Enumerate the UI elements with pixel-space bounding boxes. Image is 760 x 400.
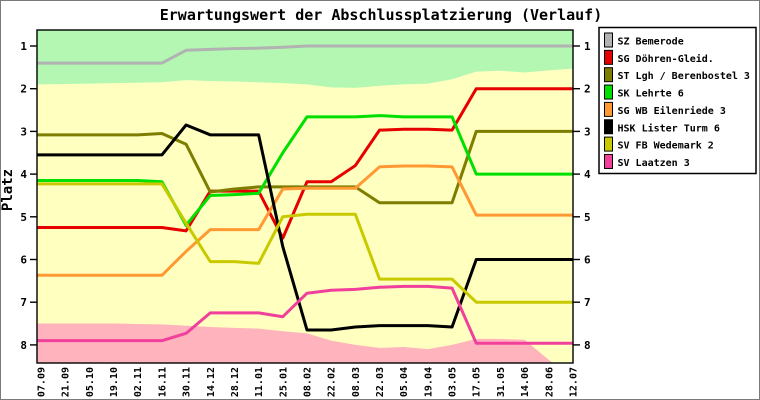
y-tick-label-right: 6	[584, 254, 591, 267]
y-tick-label-left: 4	[20, 168, 27, 181]
legend-item: SZ Bemerode	[604, 32, 684, 48]
x-axis-tick-labels: 07.09 21.09 05.10 19.10 02.11 16.11 30.11 14.12…	[37, 367, 580, 397]
relegation-zone-area	[37, 323, 573, 363]
y-tick-label-right: 1	[584, 40, 591, 53]
x-tick-label: 30.11	[182, 367, 193, 397]
legend-swatch-icon	[604, 84, 613, 100]
y-tick-label-right: 8	[584, 339, 591, 352]
y-tick-label-right: 4	[584, 168, 591, 181]
y-tick-label-right: 3	[584, 125, 591, 138]
legend-item: SV FB Wedemark 2	[604, 136, 714, 152]
legend-swatch-icon	[604, 49, 613, 65]
x-tick-label: 03.05	[448, 367, 459, 397]
y-tick-label-right: 5	[584, 211, 591, 224]
x-tick-label: 05.04	[399, 367, 410, 397]
x-tick-label: 19.04	[423, 367, 434, 397]
y-tick-label-left: 5	[20, 211, 27, 224]
legend-label: SG WB Eilenriede 3	[618, 105, 726, 117]
legend-item: SK Lehrte 6	[604, 84, 684, 100]
legend-item: HSK Lister Turm 6	[604, 119, 720, 135]
x-tick-label: 16.11	[157, 367, 168, 397]
x-tick-label: 25.01	[278, 367, 289, 397]
chart-title: Erwartungswert der Abschlussplatzierung …	[160, 6, 603, 24]
legend-item: SV Laatzen 3	[604, 153, 690, 169]
y-tick-label-left: 2	[20, 83, 27, 96]
y-tick-label-left: 8	[20, 339, 27, 352]
x-tick-label: 17.05	[472, 367, 483, 397]
legend-swatch-icon	[604, 32, 613, 48]
y-tick-label-right: 7	[584, 296, 591, 309]
y-tick-label-right: 2	[584, 83, 591, 96]
x-tick-label: 12.07	[568, 367, 579, 397]
legend-item: SG Döhren-Gleid.	[604, 49, 714, 65]
y-tick-label-left: 1	[20, 40, 27, 53]
x-tick-label: 19.10	[109, 367, 120, 397]
x-tick-label: 07.09	[37, 367, 48, 397]
x-tick-label: 14.06	[520, 367, 531, 397]
legend-label: SV FB Wedemark 2	[618, 141, 714, 152]
plot-frame	[36, 29, 574, 364]
x-tick-label: 22.02	[327, 367, 338, 397]
x-tick-label: 08.02	[302, 367, 313, 397]
series-lines	[37, 44, 573, 345]
legend-swatch-icon	[604, 136, 613, 152]
legend-label: HSK Lister Turm 6	[618, 122, 720, 134]
series-line-sv-fb-wedemark-2	[37, 182, 573, 304]
x-tick-label: 21.09	[61, 367, 72, 397]
series-line-hsk-lister-turm-6	[37, 123, 573, 332]
axes	[30, 29, 580, 364]
legend-label: ST Lgh / Berenbostel 3	[618, 71, 750, 82]
legend: SZ Bemerode SG Döhren-Gleid. ST Lgh / Bere…	[598, 26, 757, 175]
x-tick-label: 22.03	[375, 367, 386, 397]
legend-swatch-icon	[604, 67, 613, 83]
series-line-sg-wb-eilenriede-3	[37, 164, 573, 277]
legend-label: SZ Bemerode	[618, 37, 684, 48]
y-axis-title: Platz	[0, 169, 16, 211]
legend-label: SK Lehrte 6	[618, 89, 684, 100]
y-tick-label-left: 3	[20, 125, 27, 138]
legend-swatch-icon	[604, 101, 613, 117]
x-tick-label: 08.03	[351, 367, 362, 397]
x-tick-label: 11.01	[254, 367, 265, 397]
x-tick-label: 28.06	[544, 367, 555, 397]
series-line-sg-d-hren-gleid-	[37, 87, 573, 240]
x-tick-label: 14.12	[206, 367, 217, 397]
legend-swatch-icon	[604, 119, 613, 135]
legend-label: SV Laatzen 3	[618, 158, 690, 169]
x-tick-label: 02.11	[133, 367, 144, 397]
plot-background	[37, 30, 573, 363]
legend-box	[598, 26, 757, 175]
series-line-sk-lehrte-6	[37, 114, 573, 227]
x-tick-label: 05.10	[85, 367, 96, 397]
legend-item: SG WB Eilenriede 3	[604, 101, 726, 117]
series-line-sz-bemerode	[37, 44, 573, 65]
background-zones	[37, 30, 573, 363]
legend-item: ST Lgh / Berenbostel 3	[604, 67, 750, 83]
x-tick-label: 31.05	[496, 367, 507, 397]
series-line-sv-laatzen-3	[37, 284, 573, 345]
x-tick-label: 28.12	[230, 367, 241, 397]
legend-label: SG Döhren-Gleid.	[618, 53, 714, 65]
y-axis-tick-labels: 1 1 2 2 3 3 4 4 5 5 6 6 7 7 8 8	[20, 40, 591, 352]
y-tick-label-left: 7	[20, 296, 27, 309]
legend-swatch-icon	[604, 153, 613, 169]
y-tick-label-left: 6	[20, 254, 27, 267]
